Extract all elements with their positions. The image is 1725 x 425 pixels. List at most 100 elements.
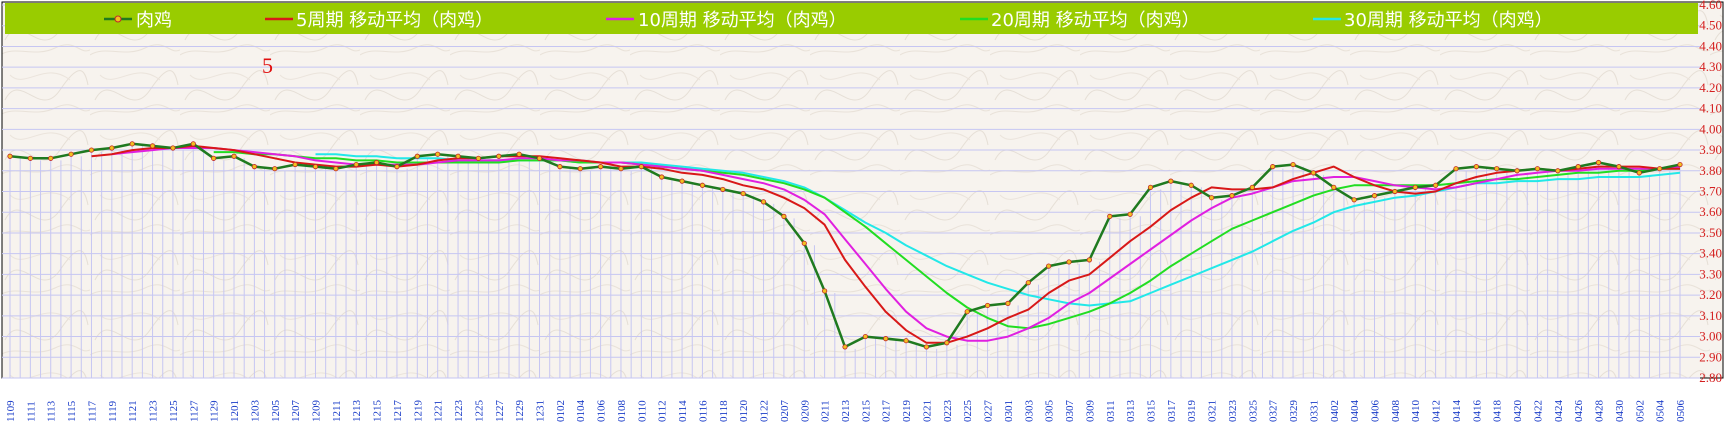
x-tick-label: 0424 — [1553, 400, 1565, 423]
data-point — [1677, 161, 1683, 168]
y-tick-label: 3.70 — [1699, 184, 1722, 199]
data-point — [1066, 259, 1072, 265]
data-point — [333, 166, 339, 172]
x-tick-label: 0325 — [1247, 400, 1259, 423]
data-point — [312, 164, 319, 170]
data-point — [1249, 184, 1255, 190]
plot-area — [1, 1, 1724, 379]
y-tick-label: 3.20 — [1699, 287, 1722, 302]
data-point — [781, 213, 787, 219]
x-tick-label: 0317 — [1166, 400, 1178, 423]
legend-label: 30周期 移动平均（肉鸡） — [1344, 10, 1553, 31]
data-point — [211, 155, 217, 161]
data-point — [1392, 188, 1398, 195]
legend-label: 肉鸡 — [136, 10, 172, 31]
x-tick-label: 0418 — [1492, 400, 1504, 423]
x-tick-label: 0114 — [677, 400, 689, 422]
data-point — [394, 164, 400, 170]
x-tick-label: 0414 — [1451, 400, 1463, 423]
x-tick-label: 0116 — [697, 400, 709, 422]
x-tick-label: 1231 — [535, 400, 547, 422]
data-point — [1331, 184, 1337, 190]
data-point — [1107, 213, 1113, 219]
data-point — [862, 333, 868, 340]
data-point — [129, 141, 135, 147]
x-tick-label: 0110 — [636, 400, 648, 422]
legend: 肉鸡 5周期 移动平均（肉鸡） 10周期 移动平均（肉鸡） 20周期 移动平均（肉鸡）… — [5, 3, 1698, 34]
y-axis-ticks: 2.80 2.90 3.00 3.10 3.20 3.30 3.40 3.50 3.60 3.70… — [1699, 0, 1722, 385]
y-tick-label: 3.30 — [1699, 266, 1722, 281]
x-tick-label: 0102 — [555, 400, 567, 422]
data-point — [373, 159, 380, 166]
data-point — [1534, 166, 1541, 172]
x-tick-label: 0313 — [1125, 400, 1137, 423]
data-point — [1046, 263, 1052, 269]
x-tick-label: 0426 — [1573, 400, 1585, 423]
x-tick-label: 0227 — [983, 400, 995, 423]
data-point — [27, 155, 33, 161]
y-tick-label: 4.30 — [1699, 59, 1722, 74]
x-tick-label: 1229 — [514, 400, 526, 423]
data-point — [964, 309, 970, 315]
x-tick-label: 1129 — [209, 400, 221, 422]
data-point — [455, 153, 461, 159]
x-tick-label: 0303 — [1023, 400, 1035, 423]
x-tick-label: 1121 — [127, 400, 139, 422]
data-point — [1575, 164, 1581, 170]
x-tick-label: 1201 — [229, 400, 241, 422]
x-tick-label: 1127 — [188, 400, 200, 422]
data-point — [353, 161, 359, 168]
x-tick-label: 1213 — [351, 400, 363, 423]
x-tick-label: 1111 — [25, 401, 37, 422]
data-point — [1086, 257, 1092, 263]
data-point — [679, 178, 685, 184]
x-tick-label: 1117 — [86, 400, 98, 422]
y-tick-label: 4.60 — [1699, 0, 1722, 12]
y-tick-label: 3.10 — [1699, 308, 1722, 323]
data-point — [1005, 300, 1011, 306]
data-point — [435, 151, 441, 157]
y-tick-label: 3.90 — [1699, 142, 1722, 157]
y-tick-label: 4.50 — [1699, 18, 1722, 33]
x-tick-label: 0307 — [1064, 400, 1076, 423]
data-point — [170, 145, 176, 151]
x-tick-label: 0502 — [1634, 400, 1646, 422]
data-point — [292, 161, 298, 168]
data-point — [984, 302, 991, 309]
x-tick-label: 0420 — [1512, 400, 1524, 423]
x-tick-label: 1115 — [66, 400, 78, 422]
x-tick-label: 1113 — [46, 400, 58, 422]
data-point — [923, 344, 930, 350]
data-point — [842, 344, 848, 350]
x-tick-label: 0311 — [1105, 400, 1117, 422]
data-point — [1473, 164, 1479, 170]
series-markers — [7, 141, 1683, 350]
data-point — [1147, 184, 1154, 190]
x-tick-label: 1207 — [290, 400, 302, 423]
data-point — [577, 166, 583, 172]
x-tick-label: 0122 — [759, 400, 771, 422]
data-point — [272, 166, 278, 172]
x-tick-label: 0211 — [820, 400, 832, 422]
x-tick-label: 0108 — [616, 400, 628, 423]
x-tick-label: 0410 — [1410, 400, 1422, 423]
data-point — [740, 190, 746, 197]
data-point — [598, 164, 604, 170]
data-point — [801, 240, 807, 246]
data-point — [414, 153, 420, 159]
data-point — [190, 141, 196, 147]
y-tick-label: 3.40 — [1699, 246, 1722, 261]
x-tick-label: 0506 — [1675, 400, 1687, 423]
x-tick-label: 0422 — [1532, 400, 1544, 422]
x-tick-label: 1215 — [372, 400, 384, 423]
x-tick-label: 0219 — [901, 400, 913, 423]
data-point — [903, 338, 909, 344]
x-tick-label: 0209 — [799, 400, 811, 423]
data-point — [1595, 159, 1602, 166]
y-tick-label: 2.90 — [1699, 349, 1722, 364]
data-point — [822, 288, 828, 294]
x-tick-label: 0223 — [942, 400, 954, 423]
x-tick-label: 1123 — [148, 400, 160, 422]
